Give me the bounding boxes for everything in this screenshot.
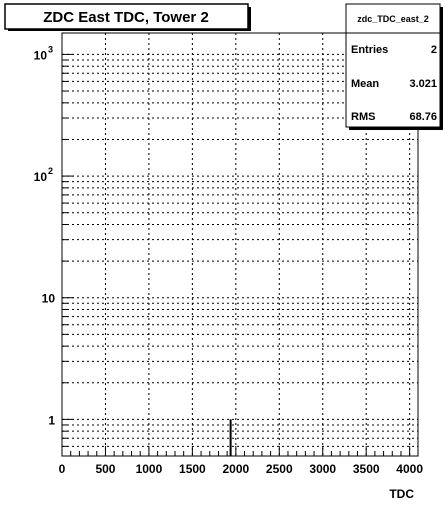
- x-tick-label: 500: [95, 462, 115, 476]
- y-tick-label: 1: [48, 413, 55, 427]
- histogram-bars: [229, 419, 232, 456]
- y-tick-label: 10: [34, 170, 48, 184]
- stats-entries-value: 2: [431, 44, 437, 56]
- y-tick-exponent: 3: [48, 44, 53, 54]
- grid-lines: [62, 33, 418, 456]
- title-box-shadow-bottom: [8, 29, 251, 31]
- title-box-shadow-right: [248, 7, 251, 31]
- stats-box: zdc_TDC_east_2 Entries 2 Mean 3.021 RMS …: [345, 3, 443, 130]
- x-tick-label: 3000: [309, 462, 336, 476]
- plot-frame: [61, 32, 419, 457]
- stats-mean-value: 3.021: [409, 78, 437, 90]
- x-axis-labels: 0 500 1000 1500 2000 2500 3000 3500 4000: [59, 462, 424, 476]
- y-minor-ticks: [62, 53, 74, 447]
- y-tick-label: 10: [42, 292, 56, 306]
- x-tick-label: 3500: [353, 462, 380, 476]
- stats-entries-label: Entries: [351, 44, 388, 56]
- y-tick-exponent: 2: [48, 166, 53, 176]
- x-tick-label: 2500: [266, 462, 293, 476]
- title-box: [4, 3, 249, 30]
- histogram-bin: [229, 419, 232, 456]
- y-tick-label: 10: [34, 48, 48, 62]
- x-tick-label: 4000: [396, 462, 423, 476]
- stats-rms-label: RMS: [351, 111, 375, 123]
- x-tick-label: 2000: [222, 462, 249, 476]
- chart-title: ZDC East TDC, Tower 2: [43, 9, 209, 26]
- stats-rms-value: 68.76: [409, 111, 437, 123]
- x-tick-label: 1000: [136, 462, 163, 476]
- stats-mean-label: Mean: [351, 78, 379, 90]
- x-axis-title: TDC: [389, 487, 414, 501]
- x-tick-label: 0: [59, 462, 66, 476]
- stats-name: zdc_TDC_east_2: [357, 14, 429, 24]
- x-tick-label: 1500: [179, 462, 206, 476]
- x-axis-ticks: [61, 446, 411, 456]
